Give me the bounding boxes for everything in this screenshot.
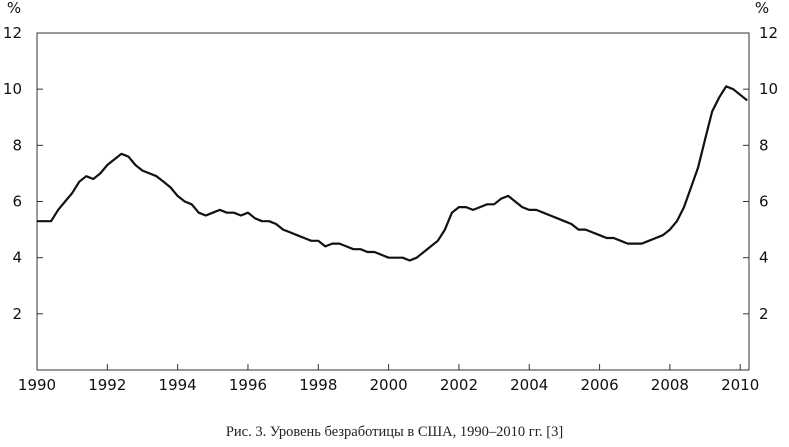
x-tick-label-1990: 1990 — [18, 376, 56, 394]
x-tick-label-2000: 2000 — [370, 376, 408, 394]
unemployment-rate-line — [37, 85, 748, 262]
x-tick-label-1998: 1998 — [299, 376, 337, 394]
x-tick-label-2004: 2004 — [510, 376, 548, 394]
x-tick-label-2006: 2006 — [580, 376, 618, 394]
y-tick-label-left-2: 2 — [12, 305, 22, 323]
x-tick-label-1996: 1996 — [229, 376, 267, 394]
x-tick-label-2008: 2008 — [651, 376, 689, 394]
x-tick-label-2002: 2002 — [440, 376, 478, 394]
y-tick-label-left-10: 10 — [3, 80, 22, 98]
y-tick-label-right-2: 2 — [759, 305, 769, 323]
x-tick-label-1994: 1994 — [159, 376, 197, 394]
y-axis-ticks: 2 2 4 4 6 6 8 8 10 10 12 12 — [3, 24, 778, 323]
x-axis-ticks: 1990 1992 1994 1996 1998 2000 2002 2004 2006 2008… — [18, 364, 759, 394]
plot-frame — [36, 32, 750, 371]
y-axis-right-unit: % — [755, 0, 769, 17]
y-tick-label-right-4: 4 — [759, 249, 769, 267]
figure-caption: Рис. 3. Уровень безработицы в США, 1990–… — [225, 424, 564, 440]
y-tick-label-left-8: 8 — [12, 136, 22, 154]
y-tick-label-right-10: 10 — [759, 80, 778, 98]
y-tick-label-right-8: 8 — [759, 136, 769, 154]
x-tick-label-1992: 1992 — [88, 376, 126, 394]
y-tick-label-right-6: 6 — [759, 193, 769, 211]
y-tick-label-left-12: 12 — [3, 24, 22, 42]
y-axis-left-unit: % — [7, 0, 21, 17]
y-tick-label-left-6: 6 — [12, 193, 22, 211]
y-tick-label-right-12: 12 — [759, 24, 778, 42]
y-tick-label-left-4: 4 — [12, 249, 22, 267]
x-tick-label-2010: 2010 — [721, 376, 759, 394]
